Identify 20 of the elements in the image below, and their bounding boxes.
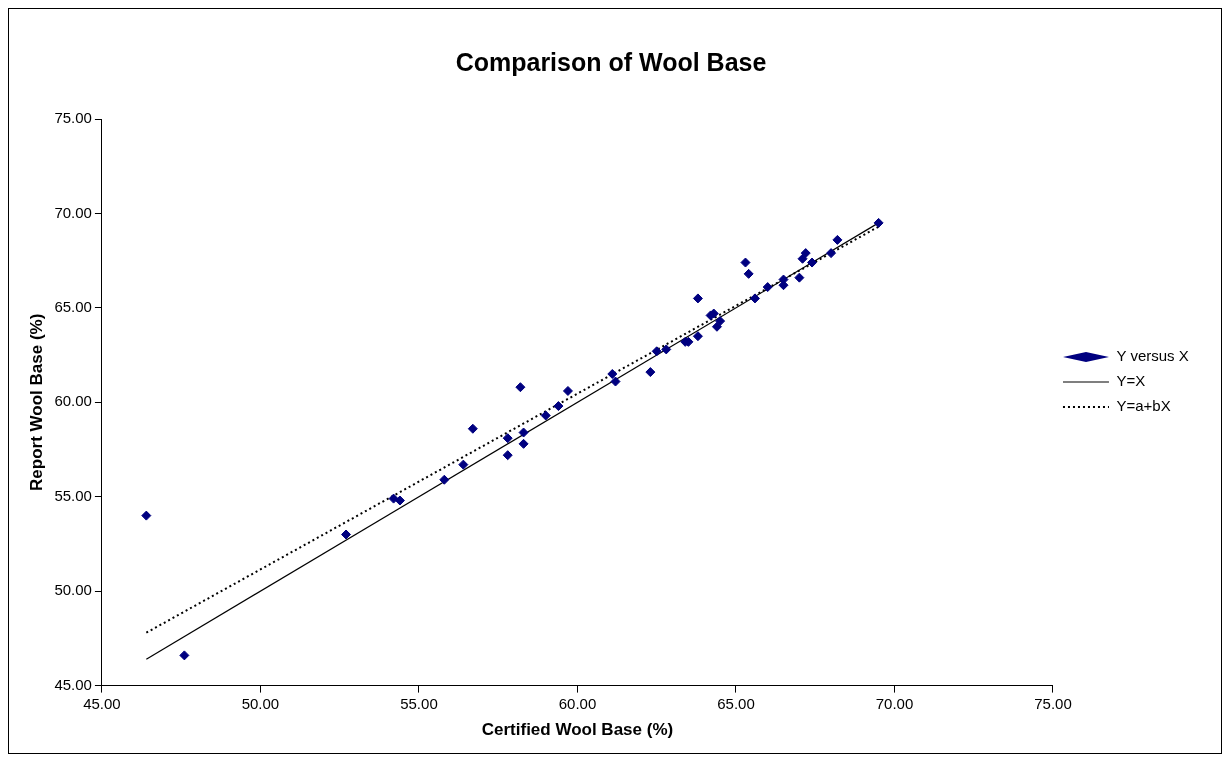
y-tick-label: 55.00 — [54, 486, 92, 504]
y-tick-label: 45.00 — [54, 675, 92, 693]
x-tick-label: 60.00 — [558, 694, 597, 712]
legend-label: Y=X — [1116, 372, 1146, 390]
x-tick-label: 50.00 — [241, 694, 280, 712]
x-tick-label: 70.00 — [875, 694, 914, 712]
x-tick-label: 55.00 — [400, 694, 438, 712]
x-tick-label: 75.00 — [1034, 694, 1072, 712]
y-axis-title: Report Wool Base (%) — [26, 313, 46, 491]
x-tick-label: 45.00 — [83, 694, 121, 712]
y-tick-label: 60.00 — [54, 392, 92, 410]
chart-title: Comparison of Wool Base — [455, 47, 767, 76]
x-tick-label: 65.00 — [717, 694, 755, 712]
y-tick-label: 75.00 — [54, 109, 92, 127]
legend-label: Y=a+bX — [1116, 397, 1171, 415]
y-tick-label: 50.00 — [54, 581, 92, 599]
y-tick-label: 70.00 — [54, 203, 92, 221]
y-tick-label: 65.00 — [54, 298, 92, 316]
x-axis-title: Certified Wool Base (%) — [481, 720, 674, 740]
legend-label: Y versus X — [1116, 347, 1189, 365]
